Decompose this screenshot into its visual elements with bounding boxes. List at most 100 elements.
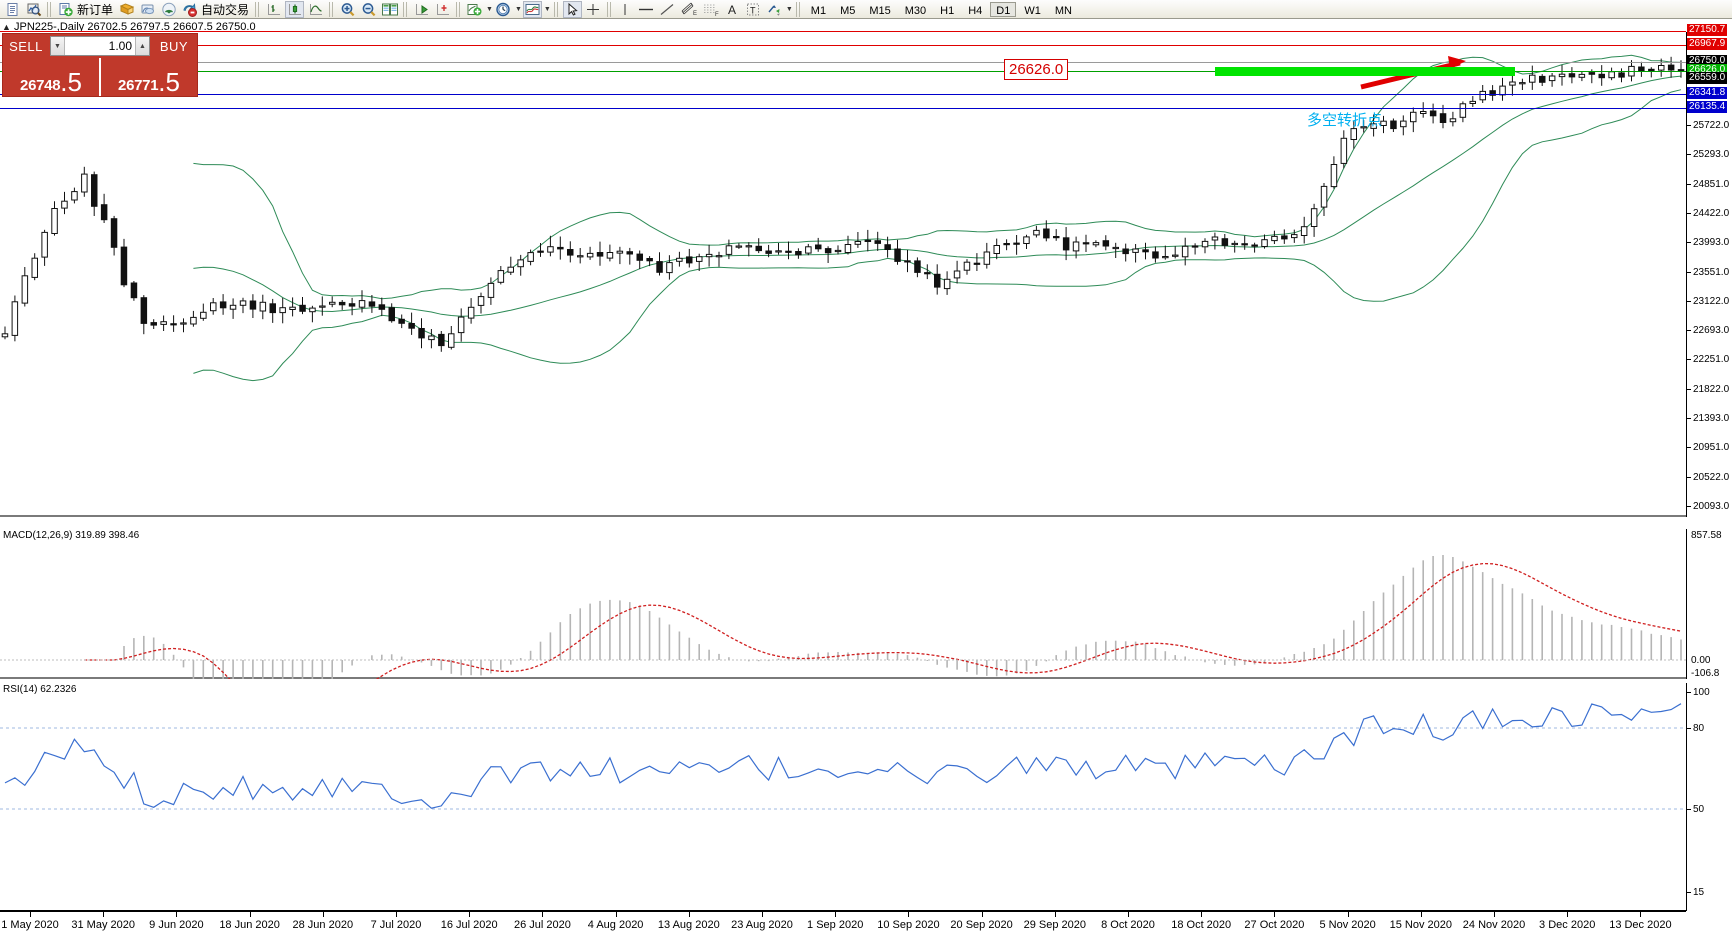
- document-icon[interactable]: [3, 1, 22, 18]
- rsi-tick: 80: [1687, 723, 1704, 734]
- ask-price-integer: 26771: [118, 77, 159, 94]
- trendline-icon[interactable]: [658, 1, 677, 18]
- price-annotation-box[interactable]: 26626.0: [1004, 59, 1069, 80]
- price-chart-panel[interactable]: 26626.0 多空转折点: [0, 31, 1686, 517]
- price-level-label[interactable]: 26559.0: [1687, 72, 1728, 84]
- timeframe-mn[interactable]: MN: [1054, 4, 1072, 17]
- text-box-icon[interactable]: T: [744, 1, 763, 18]
- fibonacci-icon[interactable]: F: [701, 1, 721, 18]
- time-gridline: [396, 912, 397, 917]
- macd-indicator-panel[interactable]: MACD(12,26,9) 319.89 398.46: [0, 529, 1686, 679]
- price-level-label[interactable]: 26135.4: [1687, 101, 1728, 113]
- resistance-line-2[interactable]: [0, 45, 1686, 46]
- cursor-icon[interactable]: [562, 0, 582, 18]
- auto-scroll-icon[interactable]: [412, 1, 431, 18]
- horizontal-line-icon[interactable]: [637, 1, 656, 18]
- new-order-icon[interactable]: [56, 1, 75, 18]
- sell-button[interactable]: SELL: [9, 38, 43, 54]
- timeframe-d1[interactable]: D1: [990, 1, 1017, 17]
- price-level-label[interactable]: 26967.9: [1687, 38, 1728, 50]
- crosshair-icon[interactable]: [584, 1, 603, 18]
- timeframe-h1[interactable]: H1: [940, 4, 955, 17]
- volume-decrease-button[interactable]: ▼: [51, 37, 65, 55]
- text-label-icon[interactable]: A: [723, 1, 742, 18]
- time-axis[interactable]: 1 May 2020 31 May 2020 9 Jun 2020 18 Jun 20…: [0, 911, 1686, 939]
- ask-price-box[interactable]: 26771 .5: [101, 58, 197, 96]
- line-chart-icon[interactable]: [306, 1, 325, 18]
- time-tick-label: 18 Jun 2020: [219, 919, 280, 931]
- zoom-out-icon[interactable]: [359, 1, 378, 18]
- timeframe-h4[interactable]: H4: [968, 4, 983, 17]
- time-tick-label: 23 Aug 2020: [731, 919, 793, 931]
- price-level-label[interactable]: 26341.8: [1687, 87, 1728, 99]
- toolbar-separator: [47, 1, 52, 17]
- bid-price-box[interactable]: 26748 .5: [3, 58, 101, 96]
- new-order-label[interactable]: 新订单: [77, 2, 114, 17]
- objects-dropdown-caret[interactable]: ▼: [785, 5, 793, 13]
- time-gridline: [1054, 912, 1056, 917]
- rsi-label: RSI(14) 62.2326: [3, 684, 77, 695]
- price-tick: 25293.0: [1687, 149, 1729, 160]
- rsi-tick: 100: [1687, 687, 1710, 698]
- time-gridline: [688, 912, 690, 917]
- signal-icon[interactable]: [159, 1, 178, 18]
- vertical-line-icon[interactable]: [616, 1, 635, 18]
- buy-button[interactable]: BUY: [159, 38, 189, 54]
- volume-stepper[interactable]: ▼ ▲: [50, 36, 150, 56]
- time-gridline: [1567, 912, 1569, 917]
- rsi-tick: 50: [1687, 804, 1704, 815]
- auto-trading-icon[interactable]: [180, 1, 199, 18]
- indicators-icon[interactable]: [465, 1, 484, 18]
- time-gridline: [615, 912, 617, 917]
- data-window-icon[interactable]: [380, 1, 399, 18]
- volume-input[interactable]: [65, 38, 135, 54]
- price-level-label[interactable]: 27150.7: [1687, 24, 1728, 36]
- time-tick-label: 3 Dec 2020: [1539, 919, 1596, 931]
- toolbar-separator: [456, 1, 462, 17]
- time-tick-label: 4 Aug 2020: [587, 919, 644, 931]
- bar-chart-icon[interactable]: [264, 1, 283, 18]
- green-highlight-band[interactable]: [1215, 67, 1515, 76]
- timeframe-m15[interactable]: M15: [869, 4, 891, 17]
- rsi-tick: 15: [1687, 887, 1704, 898]
- timeframe-m5[interactable]: M5: [840, 4, 856, 17]
- chart-shift-icon[interactable]: [433, 1, 452, 18]
- key-level-line[interactable]: [0, 71, 1686, 72]
- one-click-trading-panel[interactable]: SELL ▼ ▲ BUY 26748 .5 26771 .5: [2, 33, 198, 97]
- macd-axis-scale[interactable]: 857.58 0.00 -106.8: [1686, 529, 1732, 679]
- svg-text:F: F: [715, 12, 719, 17]
- resistance-line-1[interactable]: [0, 31, 1686, 32]
- arrows-objects-icon[interactable]: [765, 1, 784, 18]
- volume-increase-button[interactable]: ▲: [135, 37, 149, 55]
- time-gridline: [908, 912, 910, 917]
- equidistant-channel-icon[interactable]: E: [679, 1, 699, 18]
- folder-icon[interactable]: [117, 1, 136, 18]
- templates-icon[interactable]: [522, 0, 542, 18]
- time-tick-label: 28 Jun 2020: [292, 919, 354, 931]
- time-tick-label: 7 Jul 2020: [370, 919, 422, 931]
- chinese-annotation[interactable]: 多空转折点: [1307, 111, 1383, 129]
- publish-icon[interactable]: [138, 1, 157, 18]
- rsi-indicator-panel[interactable]: RSI(14) 62.2326: [0, 683, 1686, 911]
- time-tick-label: 24 Nov 2020: [1462, 919, 1526, 931]
- toolbar-separator: [403, 1, 409, 17]
- price-tick: 20522.0: [1687, 472, 1729, 483]
- support-line-1[interactable]: [0, 94, 1686, 95]
- time-gridline: [1640, 912, 1642, 917]
- zoom-in-icon[interactable]: [338, 1, 357, 18]
- templates-dropdown-caret[interactable]: ▼: [543, 5, 551, 13]
- auto-trading-label[interactable]: 自动交易: [201, 2, 250, 17]
- period-clock-icon[interactable]: [494, 1, 513, 18]
- price-tick: 21393.0: [1687, 413, 1729, 424]
- time-gridline: [249, 912, 251, 917]
- octp-price-row: 26748 .5 26771 .5: [3, 58, 197, 96]
- rsi-axis-scale[interactable]: 100 80 50 15: [1686, 683, 1732, 911]
- period-dropdown-caret[interactable]: ▼: [514, 5, 522, 13]
- candlestick-icon[interactable]: [285, 0, 305, 18]
- timeframe-m1[interactable]: M1: [810, 4, 827, 17]
- timeframe-m30[interactable]: M30: [904, 4, 927, 17]
- indicators-dropdown-caret[interactable]: ▼: [486, 5, 493, 13]
- timeframe-w1[interactable]: W1: [1024, 4, 1041, 17]
- magnifier-chart-icon[interactable]: [24, 1, 43, 18]
- support-line-2[interactable]: [0, 108, 1686, 109]
